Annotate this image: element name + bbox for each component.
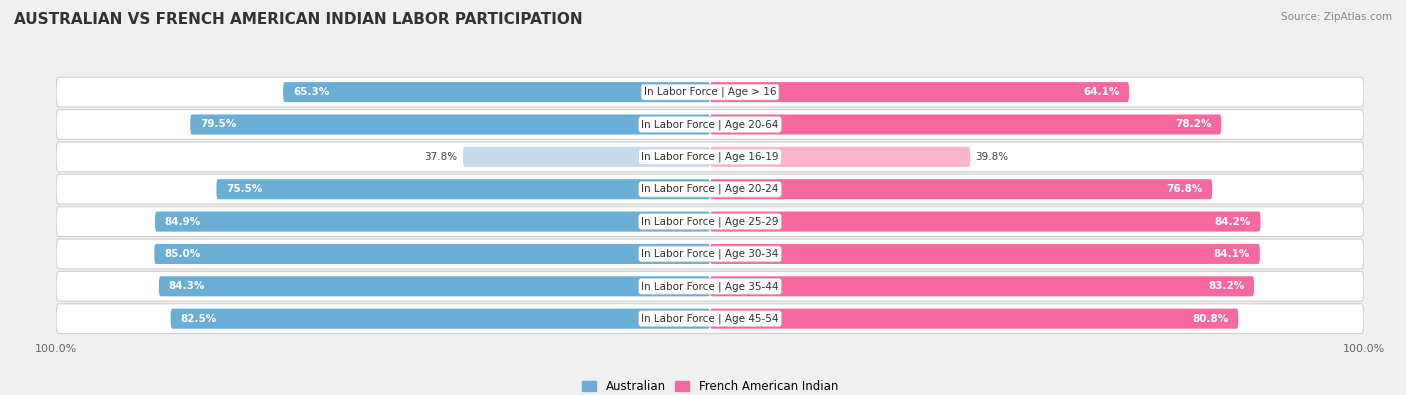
Text: In Labor Force | Age 45-54: In Labor Force | Age 45-54: [641, 313, 779, 324]
Text: In Labor Force | Age 20-64: In Labor Force | Age 20-64: [641, 119, 779, 130]
FancyBboxPatch shape: [463, 147, 710, 167]
FancyBboxPatch shape: [56, 77, 1364, 107]
Legend: Australian, French American Indian: Australian, French American Indian: [582, 380, 838, 393]
Text: In Labor Force | Age > 16: In Labor Force | Age > 16: [644, 87, 776, 98]
FancyBboxPatch shape: [710, 244, 1260, 264]
FancyBboxPatch shape: [710, 115, 1222, 135]
Text: 37.8%: 37.8%: [425, 152, 458, 162]
FancyBboxPatch shape: [190, 115, 710, 135]
Text: 84.3%: 84.3%: [169, 281, 205, 291]
FancyBboxPatch shape: [56, 109, 1364, 139]
Text: 84.9%: 84.9%: [165, 216, 201, 227]
FancyBboxPatch shape: [56, 271, 1364, 301]
Text: 82.5%: 82.5%: [180, 314, 217, 324]
FancyBboxPatch shape: [56, 207, 1364, 237]
FancyBboxPatch shape: [283, 82, 710, 102]
Text: 76.8%: 76.8%: [1166, 184, 1202, 194]
Text: 75.5%: 75.5%: [226, 184, 263, 194]
FancyBboxPatch shape: [170, 308, 710, 329]
Text: In Labor Force | Age 30-34: In Labor Force | Age 30-34: [641, 249, 779, 259]
Text: 80.8%: 80.8%: [1192, 314, 1229, 324]
Text: 64.1%: 64.1%: [1083, 87, 1119, 97]
Text: 84.2%: 84.2%: [1215, 216, 1251, 227]
Text: 39.8%: 39.8%: [976, 152, 1008, 162]
Text: Source: ZipAtlas.com: Source: ZipAtlas.com: [1281, 12, 1392, 22]
Text: 83.2%: 83.2%: [1208, 281, 1244, 291]
Text: In Labor Force | Age 25-29: In Labor Force | Age 25-29: [641, 216, 779, 227]
Text: AUSTRALIAN VS FRENCH AMERICAN INDIAN LABOR PARTICIPATION: AUSTRALIAN VS FRENCH AMERICAN INDIAN LAB…: [14, 12, 582, 27]
FancyBboxPatch shape: [56, 239, 1364, 269]
FancyBboxPatch shape: [56, 174, 1364, 204]
Text: 79.5%: 79.5%: [200, 120, 236, 130]
FancyBboxPatch shape: [56, 304, 1364, 333]
Text: In Labor Force | Age 16-19: In Labor Force | Age 16-19: [641, 152, 779, 162]
FancyBboxPatch shape: [710, 212, 1261, 231]
Text: In Labor Force | Age 35-44: In Labor Force | Age 35-44: [641, 281, 779, 292]
FancyBboxPatch shape: [710, 179, 1212, 199]
FancyBboxPatch shape: [155, 212, 710, 231]
Text: In Labor Force | Age 20-24: In Labor Force | Age 20-24: [641, 184, 779, 194]
FancyBboxPatch shape: [155, 244, 710, 264]
FancyBboxPatch shape: [56, 142, 1364, 172]
FancyBboxPatch shape: [217, 179, 710, 199]
FancyBboxPatch shape: [710, 147, 970, 167]
Text: 65.3%: 65.3%: [292, 87, 329, 97]
Text: 85.0%: 85.0%: [165, 249, 201, 259]
FancyBboxPatch shape: [710, 82, 1129, 102]
FancyBboxPatch shape: [159, 276, 710, 296]
Text: 78.2%: 78.2%: [1175, 120, 1212, 130]
FancyBboxPatch shape: [710, 276, 1254, 296]
FancyBboxPatch shape: [710, 308, 1239, 329]
Text: 84.1%: 84.1%: [1213, 249, 1250, 259]
